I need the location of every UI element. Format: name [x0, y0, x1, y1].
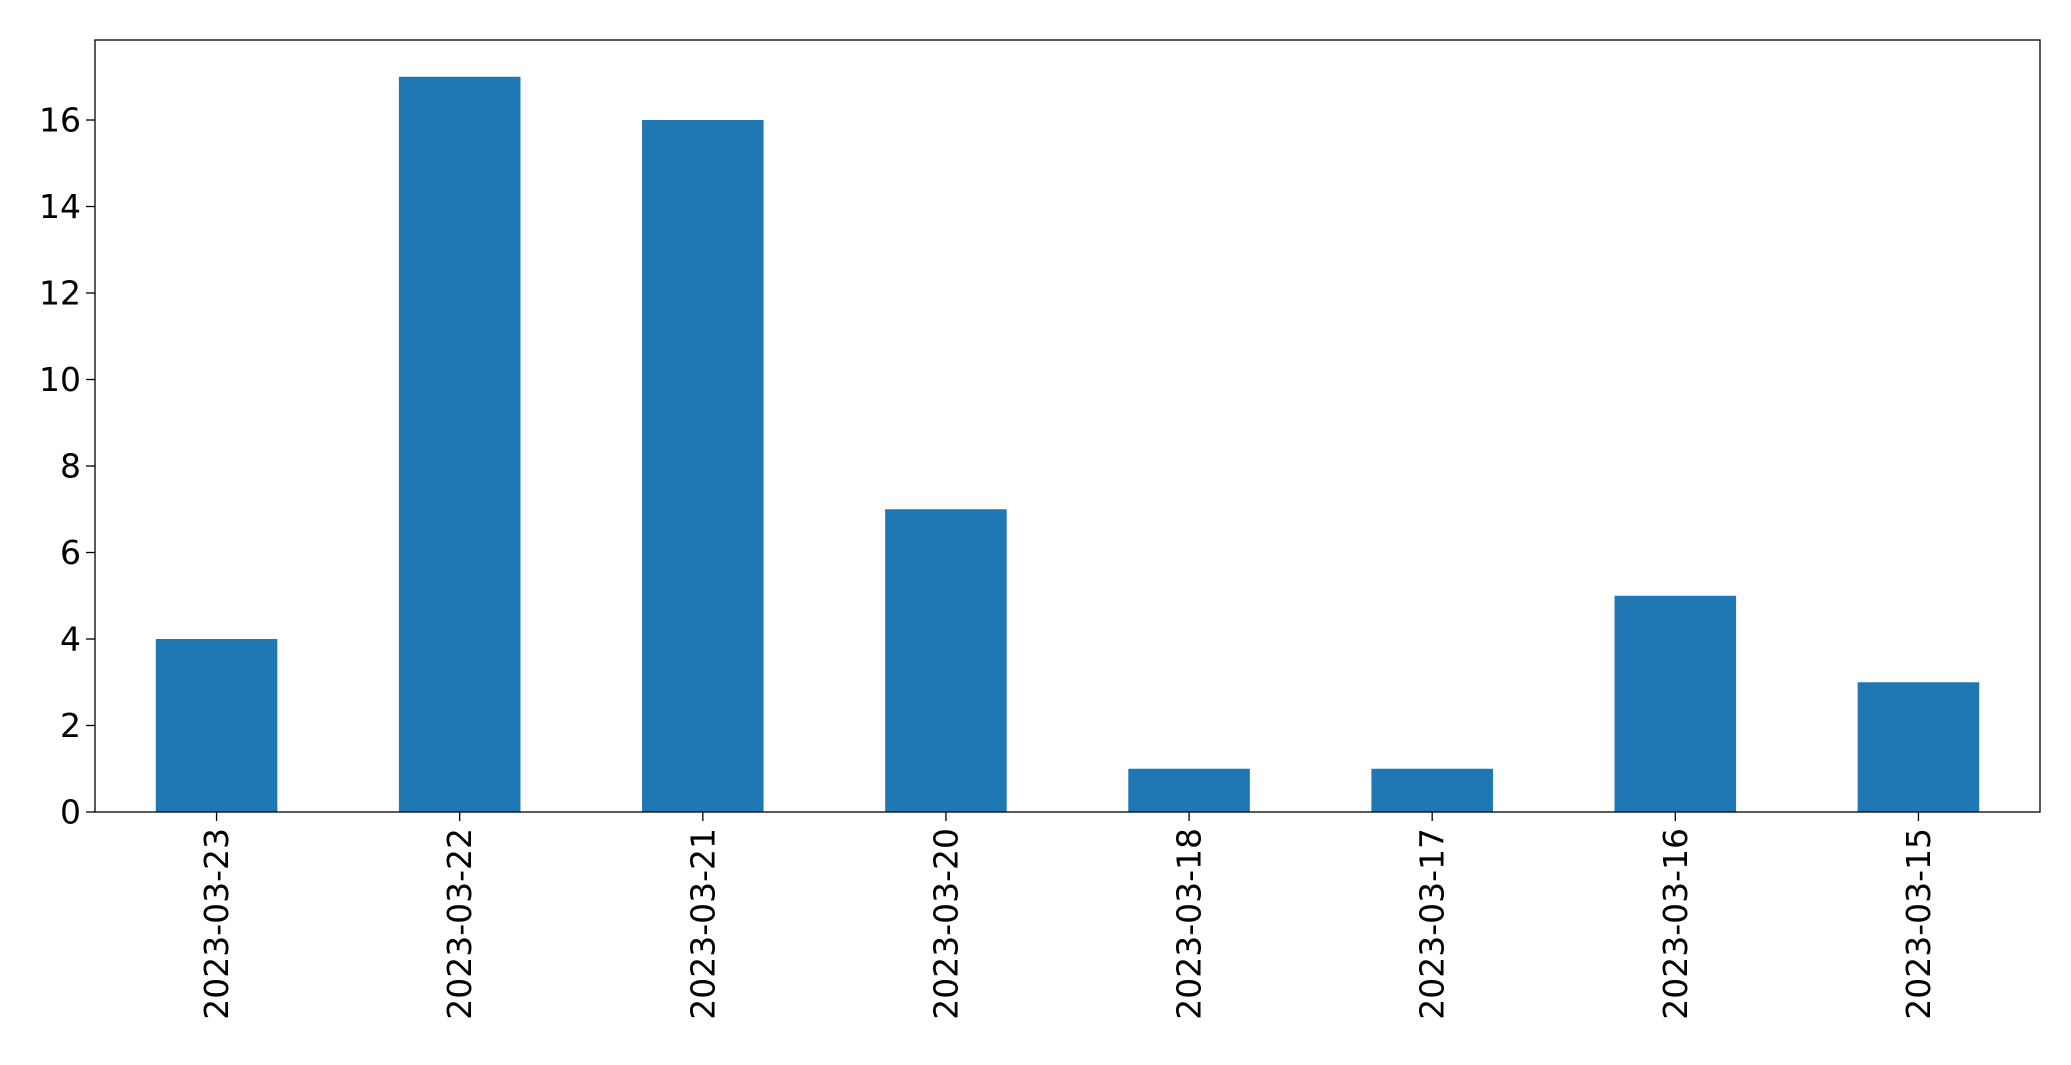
bar-2023-03-21 [642, 120, 764, 812]
x-tick-label: 2023-03-17 [1413, 828, 1452, 1020]
x-tick-label: 2023-03-15 [1899, 828, 1938, 1020]
bar-2023-03-23 [155, 639, 278, 812]
bars-layer [155, 76, 1980, 812]
bar-2023-03-22 [398, 76, 521, 812]
y-tick-label: 14 [39, 187, 81, 226]
bar-2023-03-16 [1614, 595, 1737, 812]
x-tick-label: 2023-03-22 [440, 828, 479, 1020]
y-tick-label: 6 [60, 533, 81, 572]
y-tick-label: 10 [39, 360, 81, 399]
x-tick-label: 2023-03-16 [1656, 828, 1695, 1020]
bar-2023-03-15 [1857, 682, 1980, 812]
x-axis: 2023-03-23 2023-03-22 2023-03-21 2023-03-20… [197, 812, 1938, 1020]
y-tick-label: 2 [60, 706, 81, 745]
y-tick-label: 16 [39, 101, 81, 140]
y-tick-label: 12 [39, 274, 81, 313]
y-tick-label: 0 [60, 793, 81, 832]
x-tick-label: 2023-03-21 [683, 828, 722, 1020]
x-tick-label: 2023-03-18 [1170, 828, 1209, 1020]
plot-frame [94, 39, 2041, 813]
x-tick-label: 2023-03-23 [197, 828, 236, 1020]
x-tick-label: 2023-03-20 [926, 828, 965, 1020]
y-tick-label: 4 [60, 620, 81, 659]
bar-2023-03-17 [1371, 768, 1493, 812]
bar-2023-03-18 [1128, 768, 1250, 812]
y-axis: 0 2 4 6 8 10 12 14 16 [39, 101, 95, 832]
bar-2023-03-20 [885, 509, 1007, 812]
y-tick-label: 8 [60, 447, 81, 486]
